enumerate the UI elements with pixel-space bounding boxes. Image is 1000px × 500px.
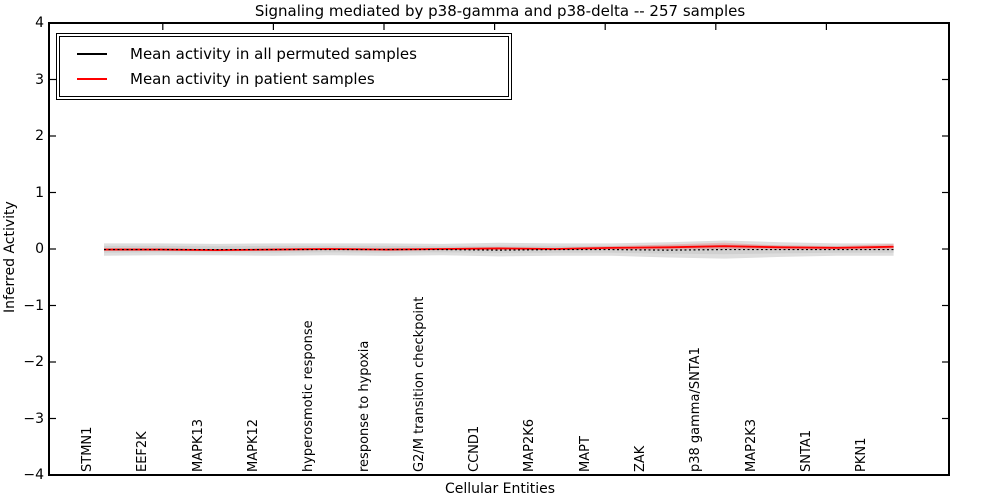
x-tick-label: EEF2K xyxy=(135,431,151,472)
y-tick-label: 1 xyxy=(35,184,44,201)
x-tick-label: CCND1 xyxy=(467,425,483,472)
legend-row-permuted: Mean activity in all permuted samples xyxy=(60,45,508,63)
x-tick-label: MAP2K3 xyxy=(743,418,759,472)
y-tick-label: 3 xyxy=(35,71,44,88)
permuted-mean-line xyxy=(104,248,894,251)
y-tick-label: 4 xyxy=(35,15,44,31)
x-tick-label: STMN1 xyxy=(80,426,95,472)
x-tick-label: p38 gamma/SNTA1 xyxy=(688,347,704,472)
x-tick-label: MAP2K6 xyxy=(522,418,538,472)
x-tick-label: SNTA1 xyxy=(798,429,814,472)
legend-row-patient: Mean activity in patient samples xyxy=(60,70,508,88)
legend-line-sample-black xyxy=(77,52,107,55)
chart-title: Signaling mediated by p38-gamma and p38-… xyxy=(254,2,746,20)
legend-box: Mean activity in all permuted samples Me… xyxy=(56,33,512,100)
y-tick-label: −2 xyxy=(23,354,44,370)
x-tick-label: hyperosmotic response xyxy=(301,320,317,472)
x-tick-label: PKN1 xyxy=(854,437,870,472)
x-tick-label: MAPK12 xyxy=(245,418,261,472)
x-tick-label: response to hypoxia xyxy=(356,340,372,472)
y-tick-label: −1 xyxy=(23,297,44,314)
legend-label-patient: Mean activity in patient samples xyxy=(130,70,375,89)
y-tick-label: 0 xyxy=(35,241,44,257)
y-tick-label: −3 xyxy=(23,410,44,427)
legend-inner-frame: Mean activity in all permuted samples Me… xyxy=(59,36,509,97)
x-axis-label: Cellular Entities xyxy=(444,481,556,497)
legend-line-sample-red xyxy=(77,78,107,81)
x-tick-label: G2/M transition checkpoint xyxy=(411,296,427,472)
x-tick-label: MAPK13 xyxy=(190,418,206,472)
y-tick-label: −4 xyxy=(23,467,44,483)
axes-frame xyxy=(48,22,950,476)
x-tick-label: MAPT xyxy=(577,436,593,472)
x-tick-label: ZAK xyxy=(633,445,648,472)
y-tick-label: 2 xyxy=(35,128,44,144)
legend-label-permuted: Mean activity in all permuted samples xyxy=(130,44,417,63)
